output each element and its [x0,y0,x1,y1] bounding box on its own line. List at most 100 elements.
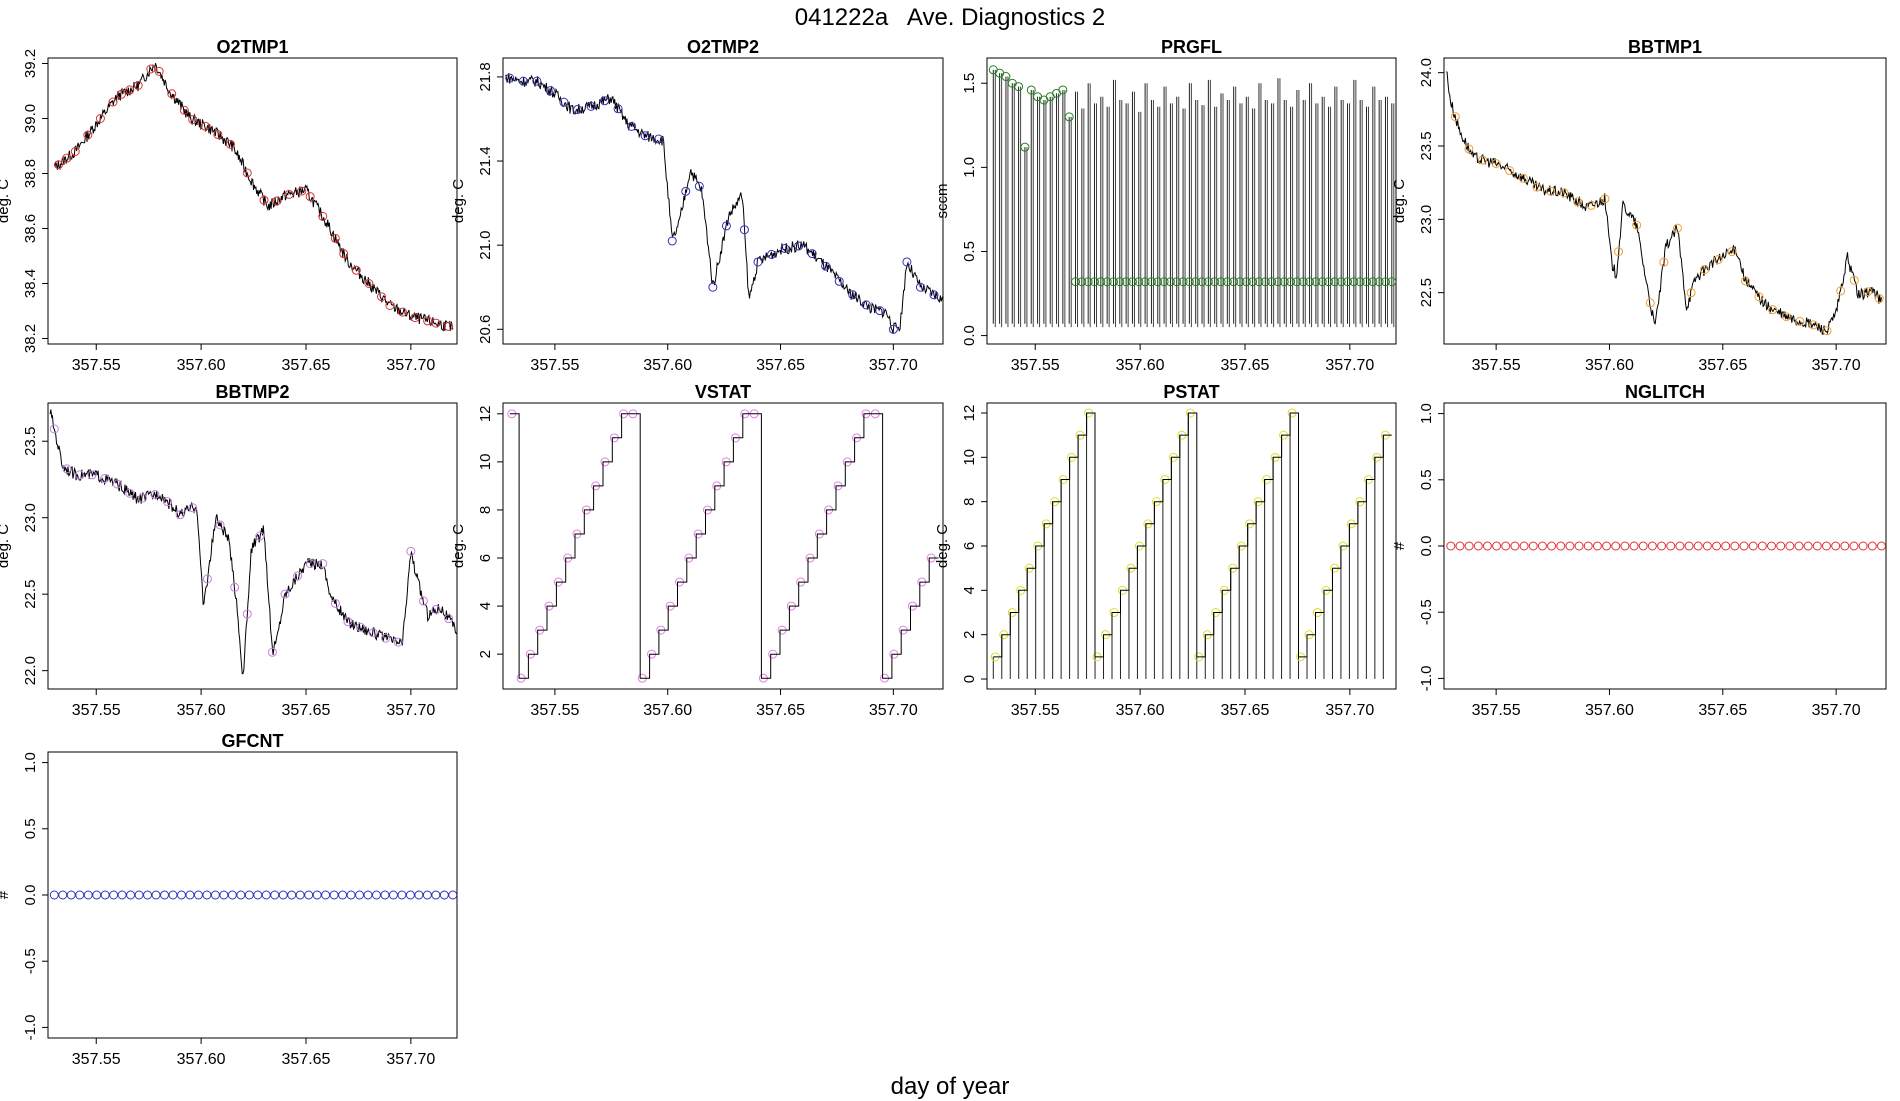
data-point [116,89,126,99]
x-tick-label: 357.70 [869,357,918,374]
data-point [185,890,195,900]
plot-frame [47,57,458,345]
y-axis-label: deg. C [0,179,12,223]
data-point [66,890,76,900]
data-point [1659,257,1669,267]
data-point [175,510,185,520]
panel-vstat: VSTAT deg. C 2 4 6 8 10 12 357.55 357.60 357.65 357… [450,382,944,719]
data-point [545,86,555,96]
data-point [1229,277,1239,287]
data-point [364,279,374,288]
data-point [627,121,637,131]
data-point [329,890,339,900]
series-line [49,409,458,675]
y-tick-label: 23.0 [1418,205,1435,234]
plot-frame [986,402,1397,690]
data-point [278,890,288,900]
x-tick-label: 357.70 [1325,702,1374,719]
data-point [821,261,831,271]
panel-pstat: PSTAT deg. C 0 2 4 6 8 10 12 357.55 357.60 357.65 35… [934,382,1397,719]
x-tick-label: 357.65 [756,357,805,374]
data-point [376,292,386,302]
data-point [1849,541,1859,551]
data-point [1191,277,1201,287]
data-point [861,300,871,310]
data-point [667,236,677,246]
plot-area [990,408,1392,680]
y-tick-label: 0.5 [22,818,39,839]
data-point [1108,277,1118,287]
data-point [133,81,143,90]
data-point [1349,277,1359,287]
x-tick-label: 357.65 [282,1051,331,1068]
plot-frame [47,402,458,690]
data-point [1795,316,1805,326]
data-point [1248,277,1258,287]
data-point [875,306,885,316]
data-point [1574,541,1584,551]
y-tick-label: 0.5 [961,241,978,262]
data-point [108,97,118,107]
y-tick-label: 21.4 [477,146,494,175]
data-point [1222,277,1232,287]
data-point [1546,186,1556,196]
panel-title: VSTAT [695,382,751,402]
data-point [380,890,390,900]
data-point [230,582,240,592]
data-point [143,890,153,900]
data-point [1501,541,1511,551]
series-line [1446,71,1882,335]
data-point [146,64,156,74]
data-point [188,115,198,125]
data-point [339,249,349,259]
data-point [518,76,528,86]
data-point [355,890,365,900]
y-tick-label: 1.0 [961,157,978,178]
data-point [304,890,314,900]
data-point [219,890,229,900]
panel-gfcnt: GFCNT # -1.0 -0.5 0.0 0.5 1.0 357.55 357.60 357.6… [0,731,458,1068]
data-point [1464,144,1474,154]
y-tick-label: 39.0 [22,104,39,133]
data-point [834,276,844,286]
data-point [351,265,361,275]
plot-frame [1443,57,1887,345]
data-point [167,89,177,99]
y-tick-label: 8 [477,506,494,514]
data-point [1464,541,1474,551]
data-point [1657,541,1667,551]
series-line [53,63,454,332]
panel-title: BBTMP2 [215,382,289,402]
data-point [1632,220,1642,230]
data-point [150,489,160,499]
plot-area [1446,71,1884,336]
series-line [509,413,939,679]
data-point [58,890,68,900]
data-point [100,474,110,484]
data-point [163,497,173,507]
data-point [1836,286,1846,296]
y-tick-label: -1.0 [22,1014,39,1040]
data-point [125,85,135,95]
data-point [330,233,340,243]
plot-area [505,73,944,334]
data-point [188,503,198,513]
data-point [1286,277,1296,287]
data-point [1121,277,1131,287]
panel-nglitch: NGLITCH # -1.0 -0.5 0.0 0.5 1.0 357.55 357.60 357… [1391,382,1887,719]
data-point [1146,277,1156,287]
plot-frame [1443,402,1887,690]
y-tick-label: 20.6 [477,315,494,344]
data-point [267,647,277,657]
data-point [154,66,164,76]
data-point [1537,541,1547,551]
x-axis-label: day of year [890,1073,1010,1100]
data-point [70,147,80,156]
data-point [708,282,718,292]
data-point [1614,247,1624,257]
data-point [439,890,449,900]
data-point [929,290,939,300]
data-point [444,321,454,331]
y-axis-label: # [0,890,12,899]
data-point [1311,277,1321,287]
